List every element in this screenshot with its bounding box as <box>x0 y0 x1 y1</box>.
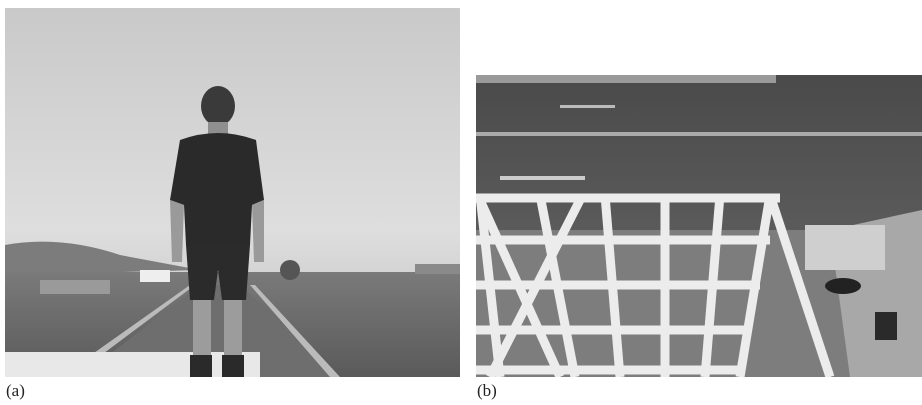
house <box>140 270 170 282</box>
leg <box>193 300 211 358</box>
distant-building <box>415 264 460 274</box>
caption: (a) <box>6 381 25 401</box>
shoe <box>222 355 244 377</box>
lane-dash <box>560 105 615 108</box>
tree <box>280 260 300 280</box>
crosswalk <box>476 75 776 83</box>
window <box>875 312 897 340</box>
arm <box>170 200 184 262</box>
head <box>201 86 235 126</box>
lane-line <box>476 132 922 136</box>
arm <box>252 200 264 262</box>
figure: (a) (b) <box>0 0 922 405</box>
panel-b-image <box>476 75 922 377</box>
railing <box>5 352 260 377</box>
lane-dash <box>500 176 585 180</box>
wheel <box>825 278 861 294</box>
shoe <box>190 355 212 377</box>
caption: (b) <box>477 381 497 401</box>
panel-a-image <box>5 8 460 377</box>
figure-images <box>0 0 922 405</box>
vehicle <box>805 225 885 270</box>
leg <box>224 300 242 358</box>
house <box>40 280 110 294</box>
